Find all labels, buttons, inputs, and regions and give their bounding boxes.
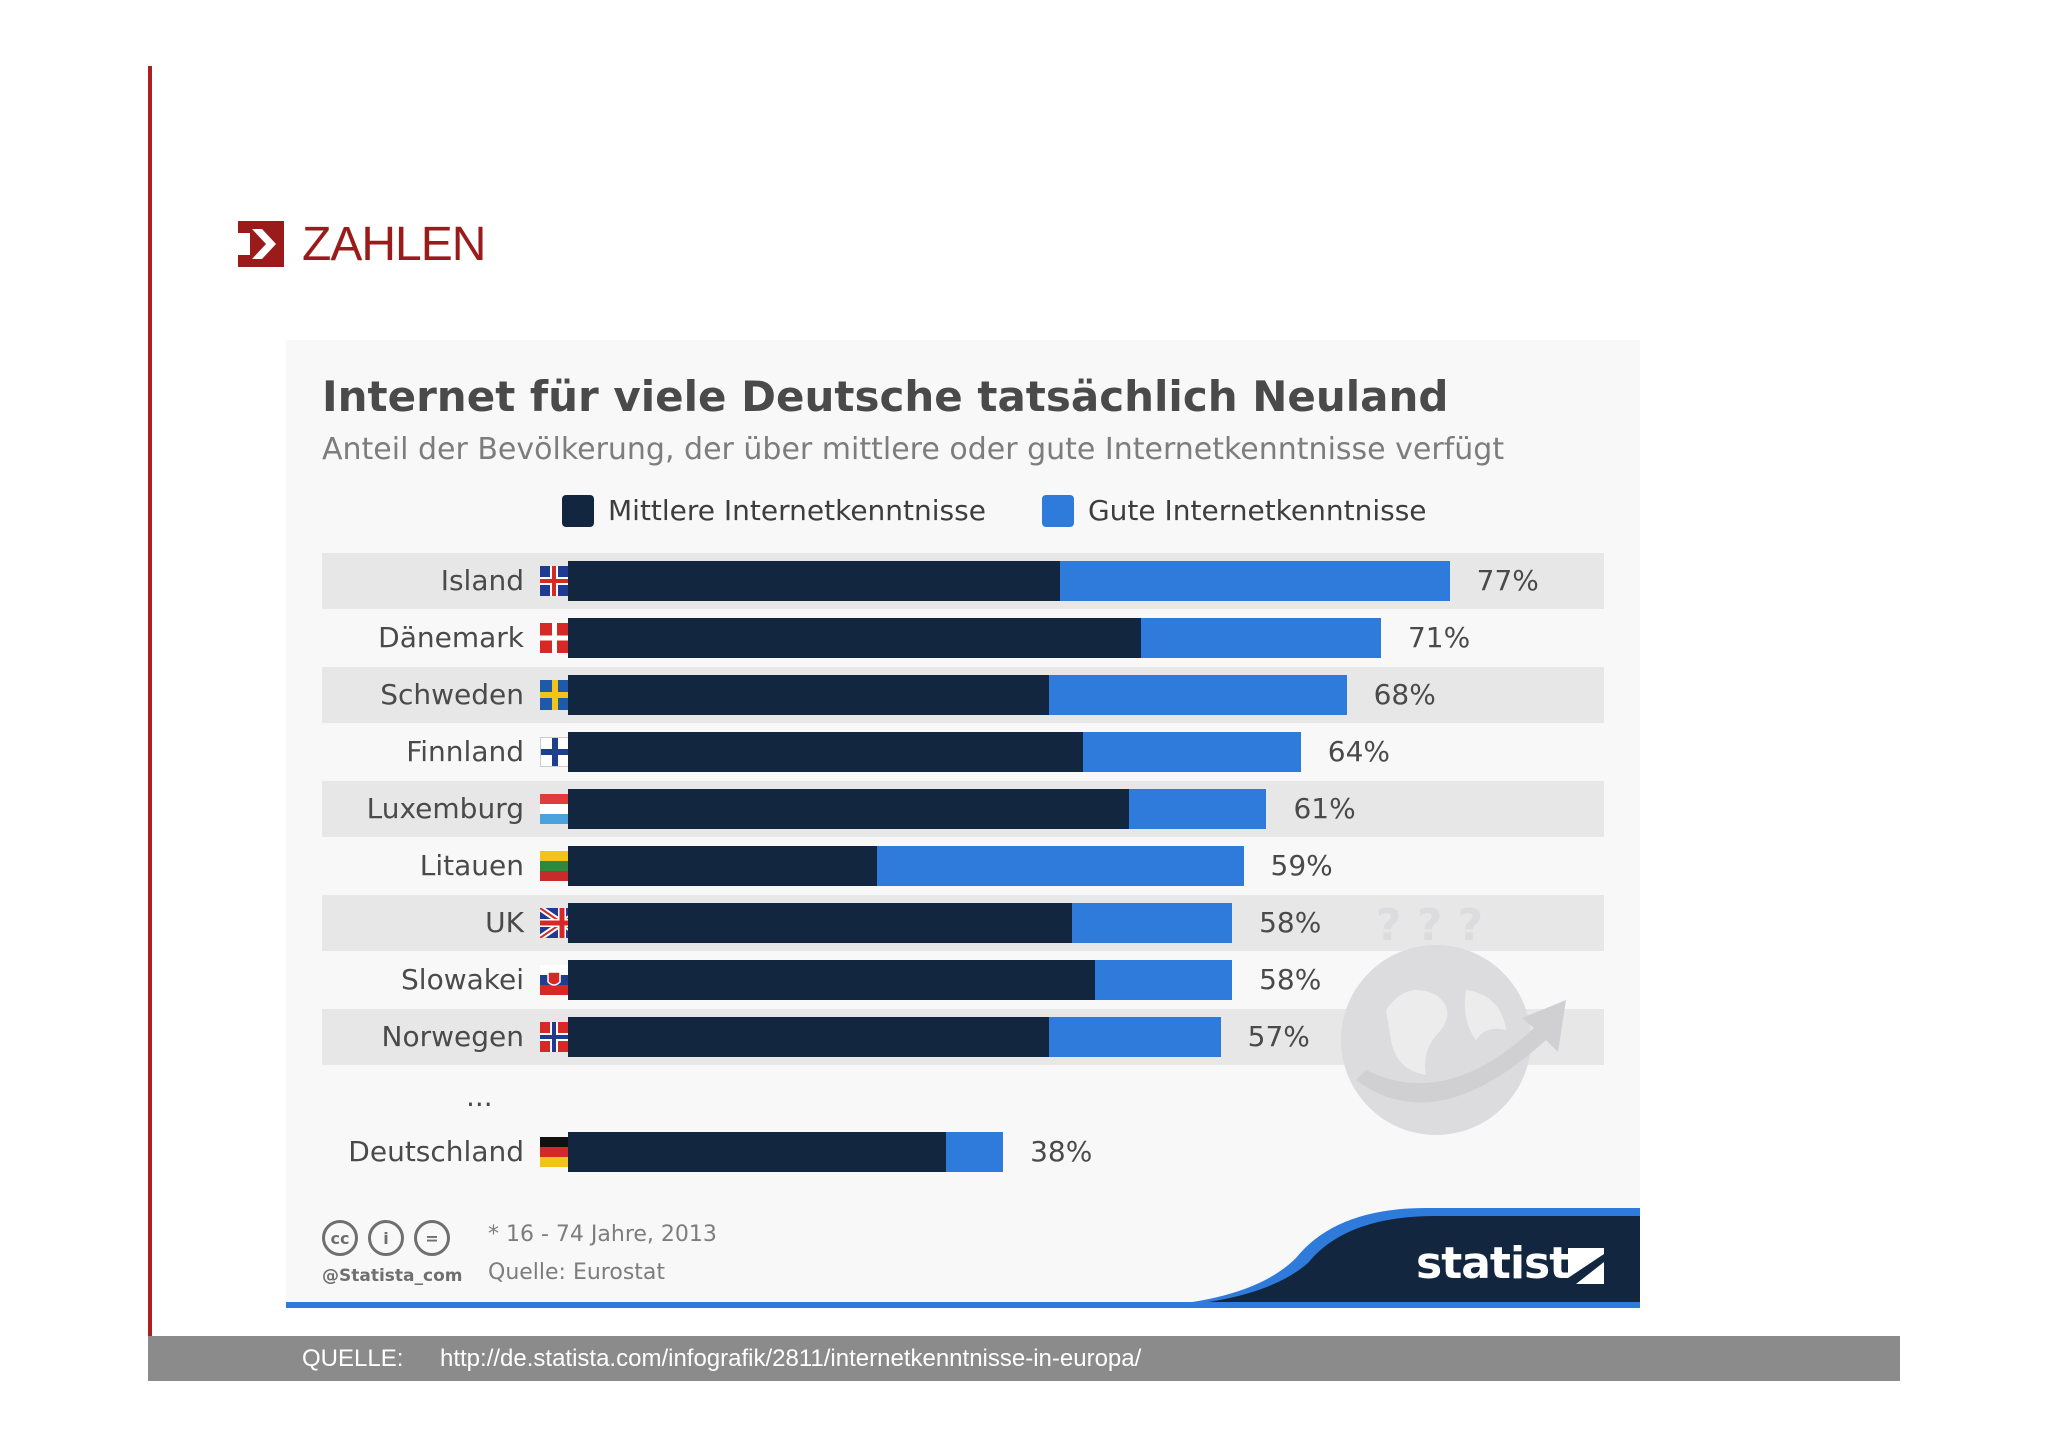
bar-gute <box>1060 561 1450 601</box>
cc-icon: cc <box>322 1220 358 1256</box>
bar-mittlere <box>568 960 1095 1000</box>
bar-mittlere <box>568 1017 1049 1057</box>
legend-item-gute: Gute Internetkenntnisse <box>1041 494 1427 527</box>
total-label: 38% <box>1030 1135 1093 1168</box>
total-label: 68% <box>1373 678 1436 711</box>
source-url[interactable]: http://de.statista.com/infografik/2811/i… <box>440 1345 1142 1372</box>
chart-legend: Mittlere Internetkenntnisse Gute Interne… <box>562 494 1483 527</box>
chart-source: Quelle: Eurostat <box>488 1260 666 1285</box>
bar-mittlere <box>568 1132 946 1172</box>
total-label: 64% <box>1327 735 1391 768</box>
bar-mittlere <box>568 675 1049 715</box>
country-label: Schweden <box>380 678 524 711</box>
statista-logo-icon <box>1568 1248 1604 1284</box>
country-label: Finnland <box>406 735 524 768</box>
total-label: 71% <box>1407 621 1471 654</box>
bar-gute <box>1083 732 1301 772</box>
bar-mittlere <box>568 846 878 886</box>
bar-gute <box>1048 1017 1221 1057</box>
source-bar: QUELLE: http://de.statista.com/infografi… <box>148 1336 1900 1381</box>
svg-text:? ? ?: ? ? ? <box>1376 900 1483 951</box>
bar-gute <box>1048 675 1347 715</box>
country-label: UK <box>485 906 524 939</box>
slovakia-flag-icon <box>540 965 584 995</box>
bar-mittlere <box>568 903 1072 943</box>
globe-question-icon: ? ? ? <box>1341 900 1566 1135</box>
legend-label-gute: Gute Internetkenntnisse <box>1087 494 1427 527</box>
country-label: Island <box>440 564 524 597</box>
legend-swatch-gute <box>1041 494 1074 527</box>
total-label: 58% <box>1259 906 1322 939</box>
bar-gute <box>1129 789 1267 829</box>
chart-subtitle: Anteil der Bevölkerung, der über mittler… <box>322 432 1505 467</box>
legend-label-mittlere: Mittlere Internetkenntnisse <box>608 494 986 527</box>
bar-gute <box>877 846 1244 886</box>
footer-banner <box>286 1208 1640 1308</box>
section-header: ZAHLEN <box>238 216 486 272</box>
germany-flag-icon <box>540 1137 584 1167</box>
luxembourg-flag-icon <box>540 794 584 824</box>
total-label: 59% <box>1270 849 1333 882</box>
bar-gute <box>1140 618 1381 658</box>
total-label: 58% <box>1259 963 1322 996</box>
legend-item-mittlere: Mittlere Internetkenntnisse <box>562 494 986 527</box>
bar-gute <box>945 1132 1004 1172</box>
country-label: Dänemark <box>378 621 524 654</box>
bar-gute <box>1094 960 1233 1000</box>
left-accent-line <box>148 66 152 1378</box>
attribution-icon: i <box>368 1220 404 1256</box>
cc-license-icons: cc i = <box>322 1220 460 1256</box>
chart-note: * 16 - 74 Jahre, 2013 <box>488 1222 717 1247</box>
country-label: Luxemburg <box>366 792 524 825</box>
noderivatives-icon: = <box>414 1220 450 1256</box>
arrow-box-icon <box>238 221 284 267</box>
bar-mittlere <box>568 561 1061 601</box>
country-label: Slowakei <box>401 963 524 996</box>
section-title: ZAHLEN <box>302 217 486 271</box>
lithuania-flag-icon <box>540 851 584 881</box>
bar-gute <box>1071 903 1233 943</box>
country-label: Deutschland <box>348 1135 524 1168</box>
bar-mittlere <box>568 789 1130 829</box>
total-label: 61% <box>1293 792 1356 825</box>
bar-mittlere <box>568 732 1084 772</box>
bar-mittlere <box>568 618 1141 658</box>
chart-title: Internet für viele Deutsche tatsächlich … <box>322 372 1449 421</box>
country-label: Litauen <box>419 849 524 882</box>
rows-ellipsis: ... <box>466 1080 493 1113</box>
statista-handle: @Statista_com <box>322 1266 463 1286</box>
legend-swatch-mittlere <box>562 494 594 527</box>
country-label: Norwegen <box>381 1020 524 1053</box>
chart-card: Internet für viele Deutsche tatsächlich … <box>286 340 1640 1308</box>
source-label: QUELLE: <box>302 1345 404 1372</box>
total-label: 57% <box>1247 1020 1310 1053</box>
total-label: 77% <box>1476 564 1539 597</box>
